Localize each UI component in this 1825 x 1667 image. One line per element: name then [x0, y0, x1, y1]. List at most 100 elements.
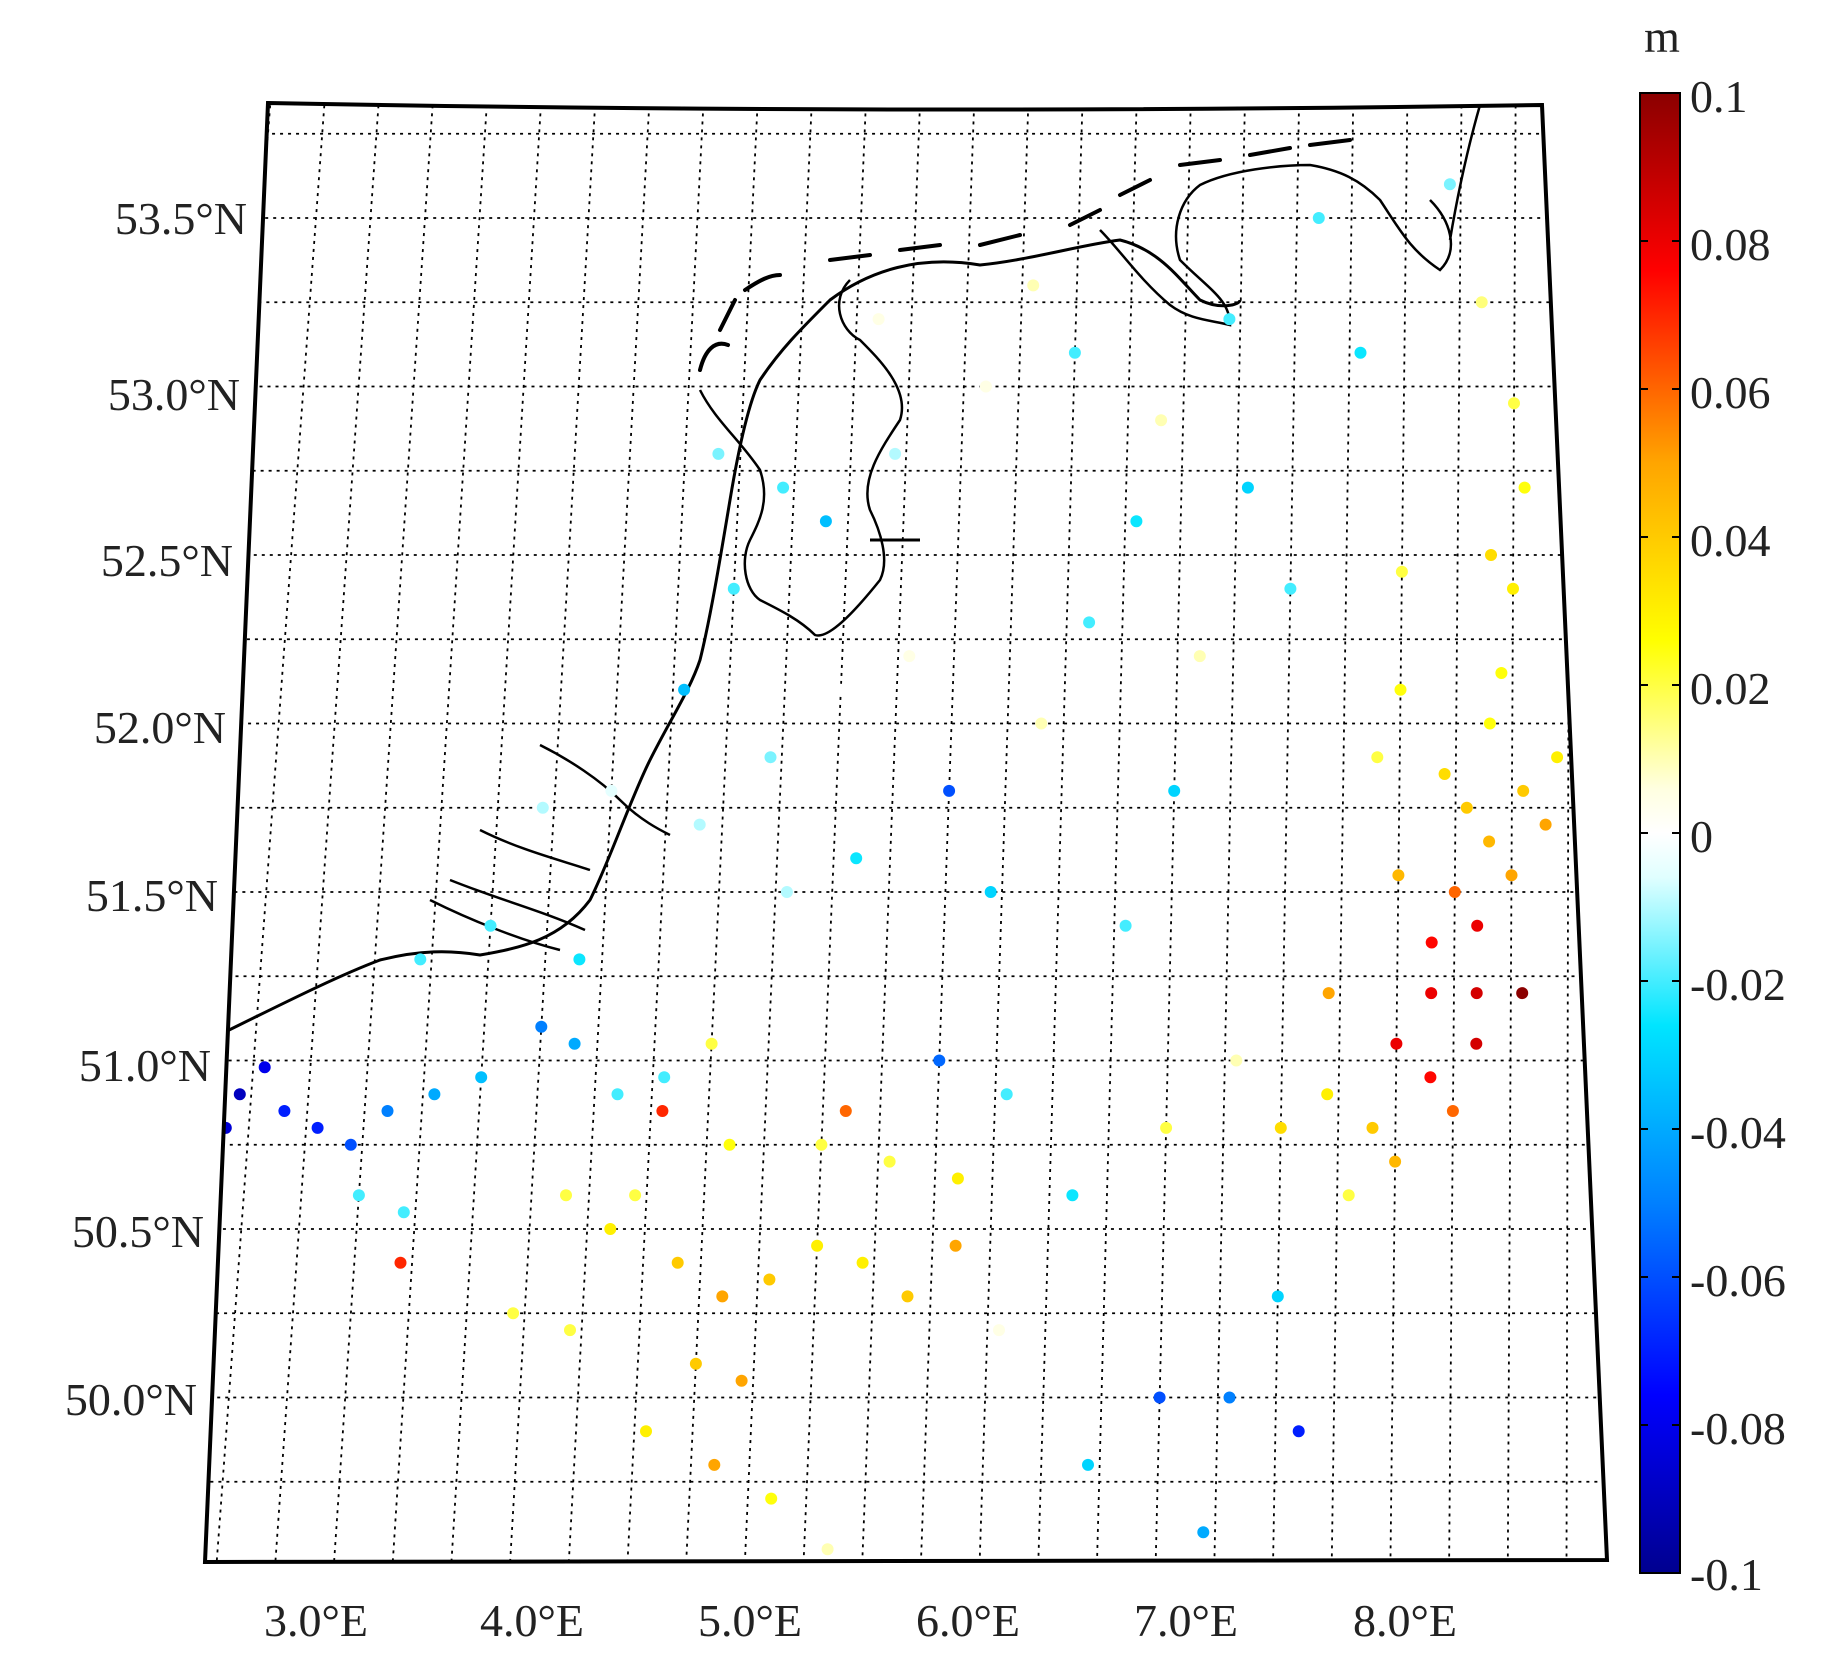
- station-point: [735, 1374, 748, 1387]
- station-point: [1230, 1054, 1243, 1067]
- station-point: [984, 886, 997, 898]
- station-point: [1083, 616, 1096, 629]
- station-point: [352, 1189, 365, 1202]
- station-point: [1424, 1071, 1437, 1084]
- station-point: [705, 1037, 718, 1050]
- grid-line-lon: [1212, 103, 1247, 1562]
- station-point: [1153, 1391, 1166, 1404]
- station-point: [397, 1206, 410, 1219]
- station-point: [764, 751, 777, 764]
- station-point: [1223, 1391, 1236, 1404]
- station-point: [278, 1105, 291, 1117]
- station-point: [560, 1189, 572, 1202]
- map-area: [202, 77, 1610, 1565]
- station-point: [1342, 1189, 1355, 1202]
- station-point: [1241, 481, 1254, 494]
- station-point: [1518, 481, 1531, 494]
- station-point: [834, 683, 847, 696]
- station-point: [1274, 1121, 1287, 1134]
- station-point: [780, 886, 793, 898]
- station-point: [1425, 987, 1438, 1000]
- station-point: [573, 953, 586, 966]
- station-point: [475, 1071, 488, 1084]
- colorbar-labels: 0.1 0.08 0.06 0.04 0.02 0 -0.02 -0.04 -0…: [1690, 71, 1786, 1600]
- data-points: [214, 77, 1564, 1562]
- station-point: [951, 1172, 964, 1185]
- station-point: [311, 1121, 324, 1134]
- station-point: [763, 1273, 776, 1286]
- station-point: [815, 1138, 828, 1151]
- station-point: [901, 1290, 914, 1303]
- station-point: [883, 1155, 896, 1168]
- station-point: [993, 1324, 1005, 1337]
- station-point: [693, 818, 706, 831]
- station-point: [1425, 936, 1438, 949]
- station-point: [1485, 549, 1497, 561]
- station-point: [933, 1054, 946, 1067]
- station-point: [233, 1088, 246, 1101]
- station-point: [1446, 1105, 1459, 1117]
- colorbar-label: -0.08: [1690, 1403, 1786, 1454]
- station-point: [1389, 1155, 1402, 1168]
- station-point: [605, 784, 618, 797]
- station-point: [1066, 1189, 1079, 1202]
- station-point: [821, 1543, 834, 1556]
- station-point: [678, 683, 691, 696]
- station-point: [1475, 296, 1488, 309]
- station-point: [1551, 751, 1564, 764]
- grid-line-lon: [448, 103, 546, 1562]
- station-point: [727, 582, 740, 595]
- colorbar-label: -0.1: [1690, 1549, 1763, 1600]
- station-point: [611, 1088, 624, 1101]
- station-point: [1321, 1088, 1334, 1101]
- grid-line-lon: [683, 103, 762, 1562]
- colorbar: m 0.1 0.08 0.06 0.04 0.02 0 -0.02 -0.04 …: [1639, 11, 1786, 1600]
- lon-label: 6.0°E: [916, 1595, 1020, 1646]
- station-point: [484, 919, 497, 932]
- station-point: [1517, 784, 1530, 797]
- station-point: [1471, 919, 1484, 932]
- station-point: [428, 1088, 441, 1101]
- colorbar-label: -0.02: [1690, 959, 1786, 1010]
- station-point: [1483, 835, 1496, 848]
- station-point: [536, 801, 549, 814]
- station-point: [689, 1357, 702, 1370]
- station-point: [1483, 717, 1496, 730]
- grid-line-lon: [859, 103, 924, 1562]
- grid-line-lon: [1095, 103, 1139, 1562]
- grid-line-lon: [624, 103, 708, 1562]
- station-point: [1488, 77, 1500, 89]
- grid-line-lon: [918, 103, 978, 1562]
- station-point: [1068, 346, 1081, 359]
- colorbar-label: -0.04: [1690, 1107, 1786, 1158]
- grid-line-lon: [742, 103, 816, 1562]
- station-point: [872, 313, 885, 326]
- grid-line-lon: [1389, 103, 1409, 1562]
- station-point: [811, 1239, 824, 1252]
- grid-line-lon: [1506, 103, 1517, 1562]
- station-point: [1470, 1037, 1483, 1050]
- station-point: [1312, 212, 1325, 224]
- station-point: [1390, 1037, 1403, 1050]
- lon-label: 5.0°E: [698, 1595, 802, 1646]
- station-point: [564, 1324, 576, 1337]
- colorbar-label: 0.08: [1690, 219, 1771, 270]
- station-point: [1284, 582, 1297, 595]
- station-point: [1119, 919, 1132, 932]
- station-point: [1516, 987, 1529, 1000]
- station-point: [765, 1492, 778, 1505]
- colorbar-label: 0.06: [1690, 367, 1771, 418]
- station-point: [1197, 1526, 1210, 1539]
- station-point: [1292, 1425, 1305, 1438]
- station-point: [656, 1105, 669, 1117]
- station-point: [1000, 1088, 1013, 1101]
- station-point: [850, 852, 863, 865]
- lon-label: 4.0°E: [480, 1595, 584, 1646]
- station-point: [723, 1138, 736, 1151]
- lon-label: 8.0°E: [1353, 1595, 1457, 1646]
- lon-label: 7.0°E: [1134, 1595, 1238, 1646]
- grid-line-lon: [507, 103, 600, 1562]
- station-point: [1539, 818, 1552, 831]
- station-point: [1505, 869, 1518, 882]
